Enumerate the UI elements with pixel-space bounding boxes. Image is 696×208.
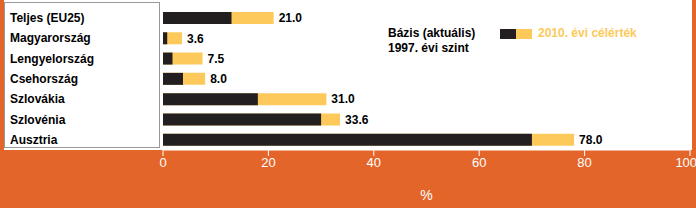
svg-text:40: 40 [367, 155, 381, 170]
svg-text:78.0: 78.0 [579, 133, 603, 147]
svg-text:Teljes (EU25): Teljes (EU25) [10, 11, 84, 25]
svg-text:7.5: 7.5 [208, 52, 225, 66]
svg-text:100: 100 [675, 155, 688, 170]
svg-text:0: 0 [159, 155, 166, 170]
svg-text:20: 20 [261, 155, 275, 170]
svg-text:3.6: 3.6 [187, 32, 204, 46]
svg-text:Szlovénia: Szlovénia [10, 113, 66, 127]
svg-text:60: 60 [472, 155, 486, 170]
svg-text:33.6: 33.6 [345, 113, 369, 127]
svg-text:80: 80 [577, 155, 591, 170]
html-text:Bázis (aktuális) 1997. évi szi: Bázis (aktuális) 1997. évi szint [388, 26, 476, 55]
svg-text:Csehország: Csehország [10, 72, 78, 86]
svg-text:Ausztria: Ausztria [10, 133, 58, 147]
html-text:2010. évi célérték: 2010. évi célérték [538, 26, 637, 40]
svg-text:21.0: 21.0 [279, 11, 303, 25]
svg-text:Lengyelország: Lengyelország [10, 52, 94, 66]
svg-text:8.0: 8.0 [210, 72, 227, 86]
svg-text:31.0: 31.0 [331, 92, 355, 106]
svg-text:Magyarország: Magyarország [10, 31, 91, 45]
svg-text:%: % [420, 187, 432, 203]
svg-text:Szlovákia: Szlovákia [10, 92, 65, 106]
